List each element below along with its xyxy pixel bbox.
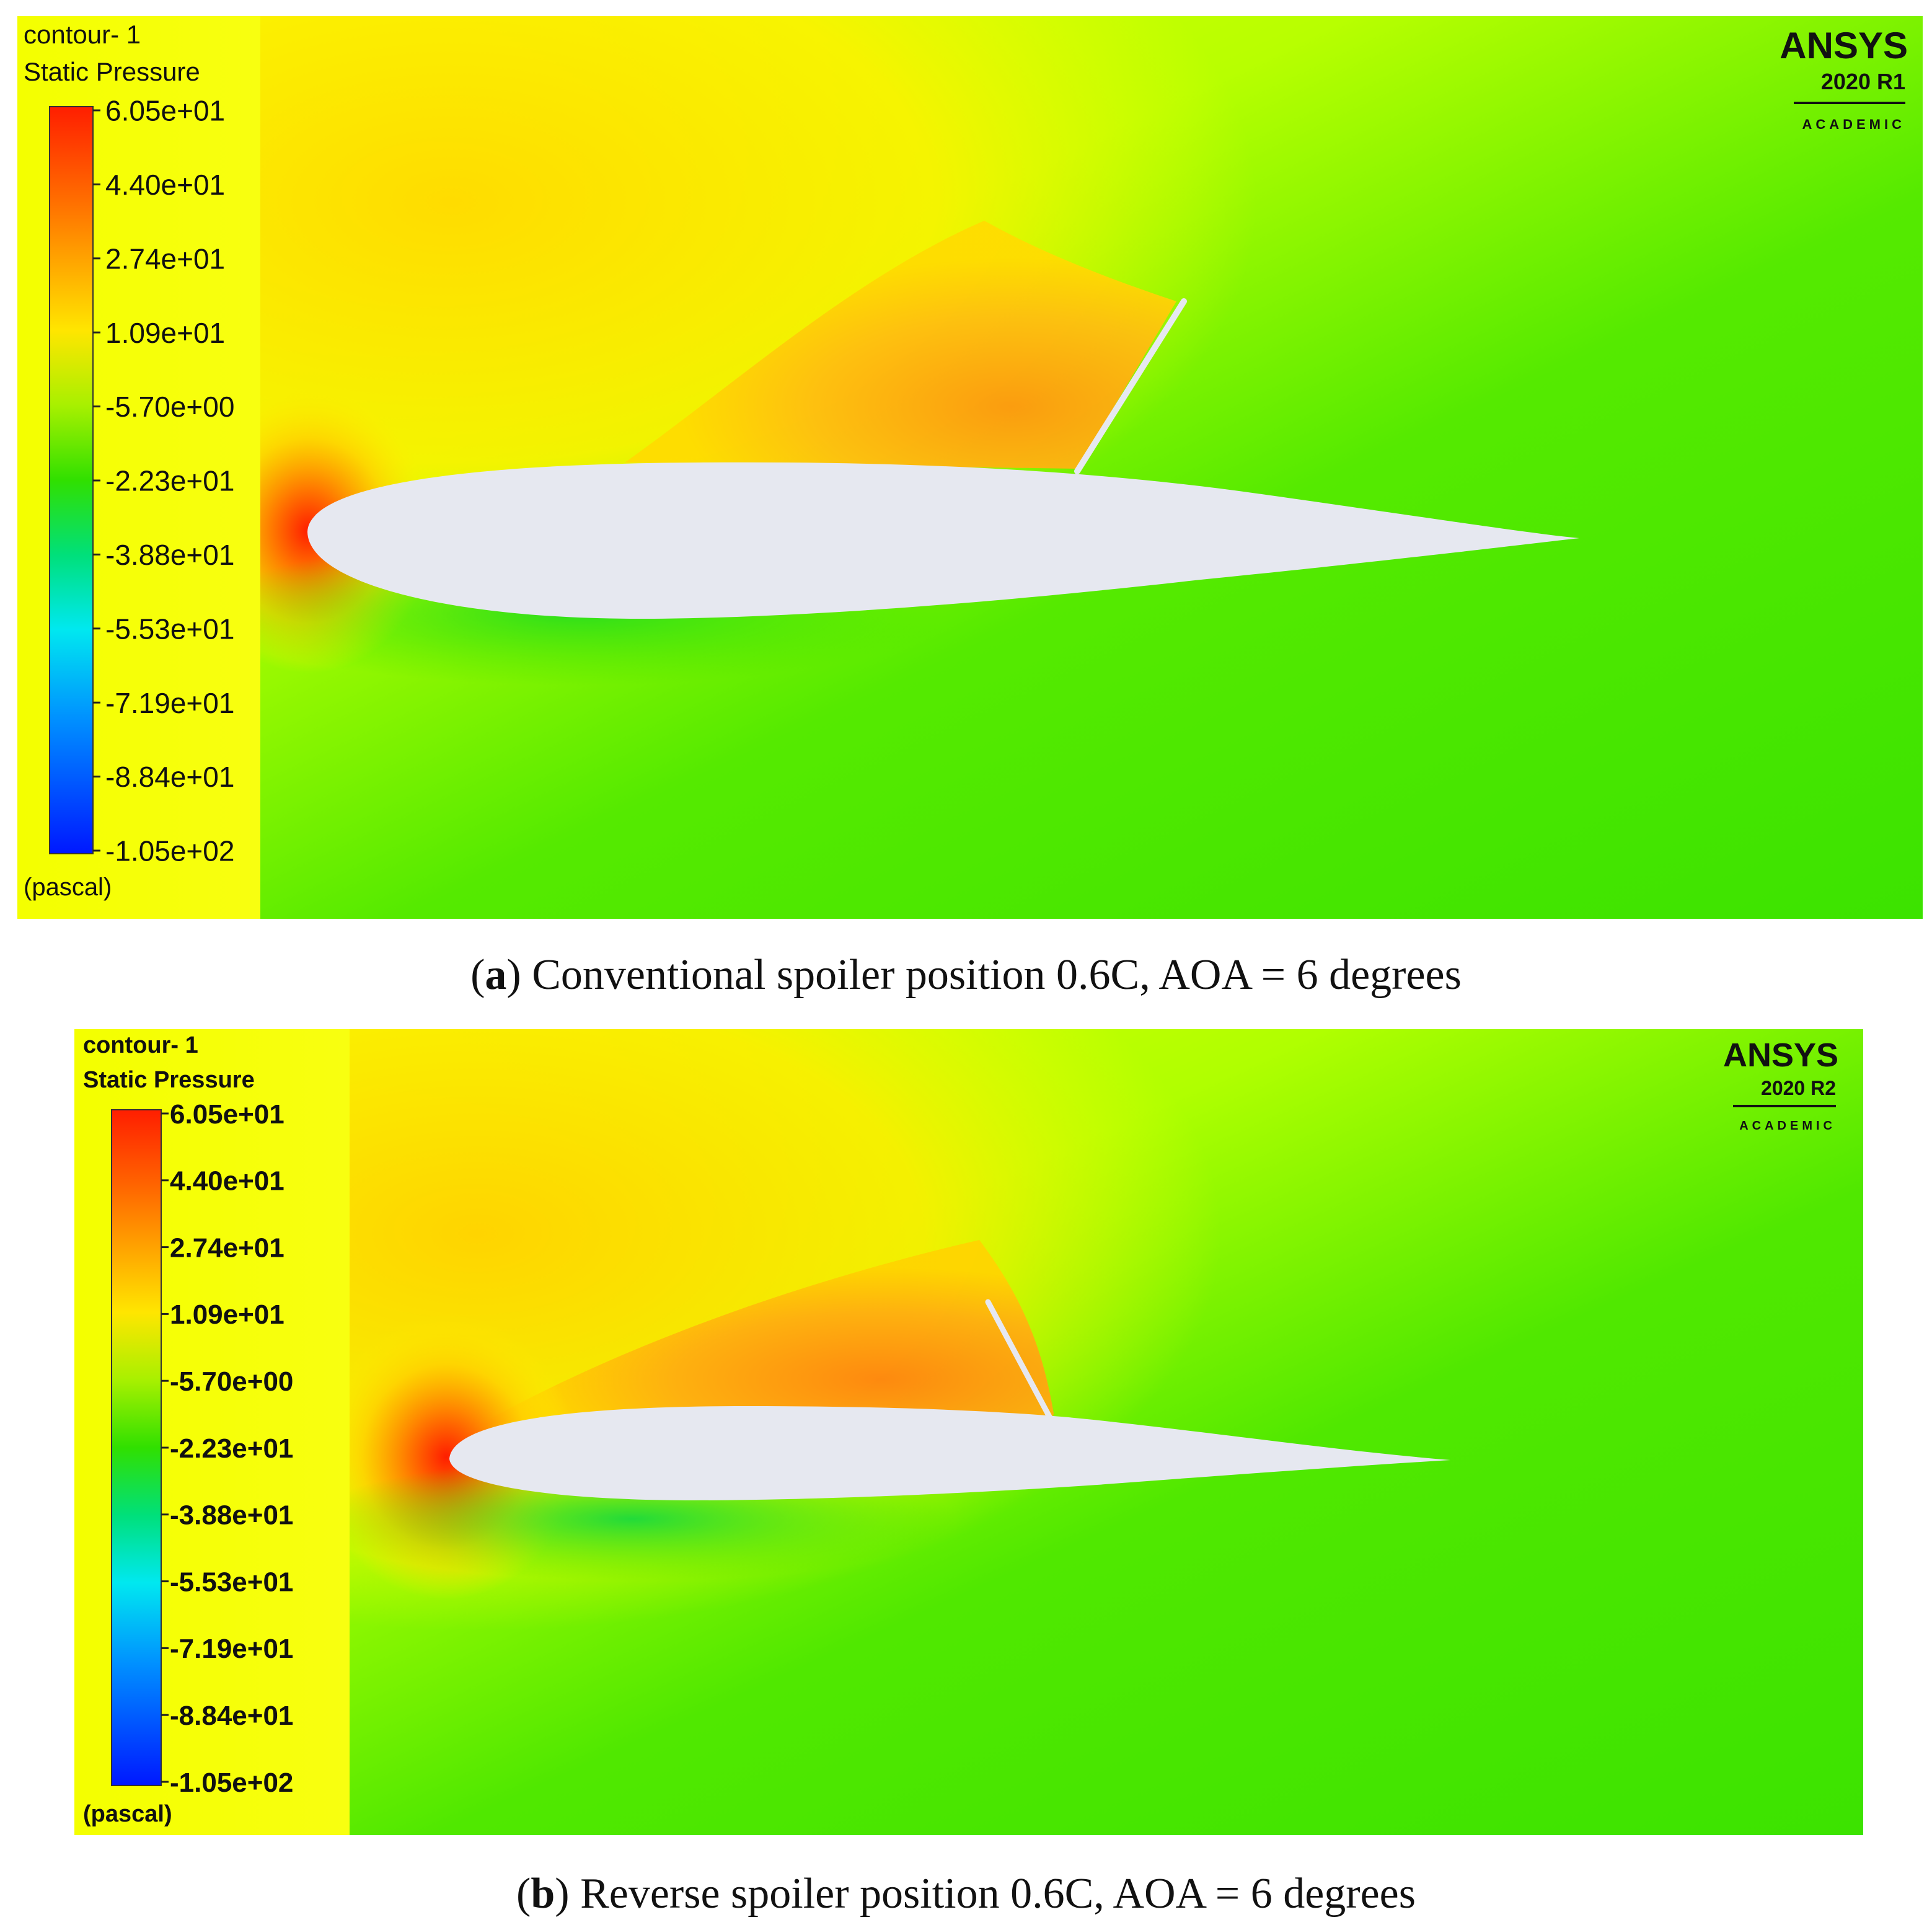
spoiler (985, 1299, 1057, 1428)
colorbar-ticks (93, 109, 100, 852)
colorbar-label: -7.19e+01 (170, 1634, 293, 1664)
colorbar-label: -2.23e+01 (105, 465, 234, 497)
colorbar-ticks (161, 1112, 169, 1783)
colorbar-label: -5.70e+00 (170, 1366, 293, 1397)
colorbar-label: -8.84e+01 (170, 1701, 293, 1731)
caption-a: (a) Conventional spoiler position 0.6C, … (470, 951, 1462, 999)
brand-name: ANSYS (1723, 1037, 1838, 1074)
colorbar-label: 1.09e+01 (105, 317, 225, 349)
colorbar (112, 1110, 161, 1786)
brand-edition: ACADEMIC (1802, 117, 1905, 132)
colorbar-label: -7.19e+01 (105, 687, 234, 719)
colorbar-label: 6.05e+01 (170, 1099, 285, 1130)
colorbar-label: 2.74e+01 (170, 1233, 285, 1263)
colorbar-label: -3.88e+01 (170, 1500, 293, 1531)
colorbar-label: 4.40e+01 (170, 1166, 285, 1197)
legend-title: contour- 1 (83, 1032, 198, 1058)
colorbar-label: 1.09e+01 (170, 1299, 285, 1330)
colorbar-label: -5.70e+00 (105, 391, 234, 423)
colorbar-labels: 6.05e+01 4.40e+01 2.74e+01 1.09e+01 -5.70e+0… (105, 95, 234, 867)
colorbar-label: 2.74e+01 (105, 242, 225, 275)
legend-quantity: Static Pressure (83, 1067, 255, 1093)
colorbar (50, 107, 93, 854)
contour-panel-b: contour- 1 Static Pressure 6.05e+01 4.40e… (74, 1029, 1863, 1835)
contour-plot-a: contour- 1 Static Pressure 6.05e+01 4.40e… (17, 16, 1923, 919)
brand-version: 2020 R1 (1821, 69, 1905, 94)
brand-version: 2020 R2 (1761, 1077, 1836, 1099)
airfoil-shape (307, 462, 1579, 619)
legend-unit: (pascal) (83, 1801, 172, 1827)
colorbar-label: -1.05e+02 (105, 835, 234, 867)
airfoil-shape (449, 1406, 1450, 1500)
contour-plot-b: contour- 1 Static Pressure 6.05e+01 4.40e… (74, 1029, 1863, 1835)
contour-panel-a: contour- 1 Static Pressure 6.05e+01 4.40e… (17, 16, 1923, 919)
legend-title: contour- 1 (24, 20, 141, 49)
legend-unit: (pascal) (24, 874, 112, 901)
colorbar-label: 4.40e+01 (105, 169, 225, 201)
colorbar-label: -1.05e+02 (170, 1768, 293, 1798)
colorbar-label: -8.84e+01 (105, 761, 234, 793)
ansys-logo: ANSYS 2020 R2 ACADEMIC (1723, 1037, 1838, 1133)
colorbar-label: -2.23e+01 (170, 1433, 293, 1464)
brand-edition: ACADEMIC (1739, 1119, 1836, 1133)
colorbar-label: 6.05e+01 (105, 95, 225, 127)
brand-name: ANSYS (1780, 25, 1908, 66)
colorbar-label: -3.88e+01 (105, 539, 234, 571)
colorbar-labels: 6.05e+01 4.40e+01 2.74e+01 1.09e+01 -5.70e+0… (170, 1099, 293, 1798)
legend-quantity: Static Pressure (24, 57, 200, 86)
caption-b: (b) Reverse spoiler position 0.6C, AOA =… (516, 1870, 1416, 1918)
colorbar-label: -5.53e+01 (170, 1567, 293, 1597)
colorbar-label: -5.53e+01 (105, 613, 234, 645)
spoiler (1074, 298, 1187, 474)
ansys-logo: ANSYS 2020 R1 ACADEMIC (1780, 25, 1908, 132)
